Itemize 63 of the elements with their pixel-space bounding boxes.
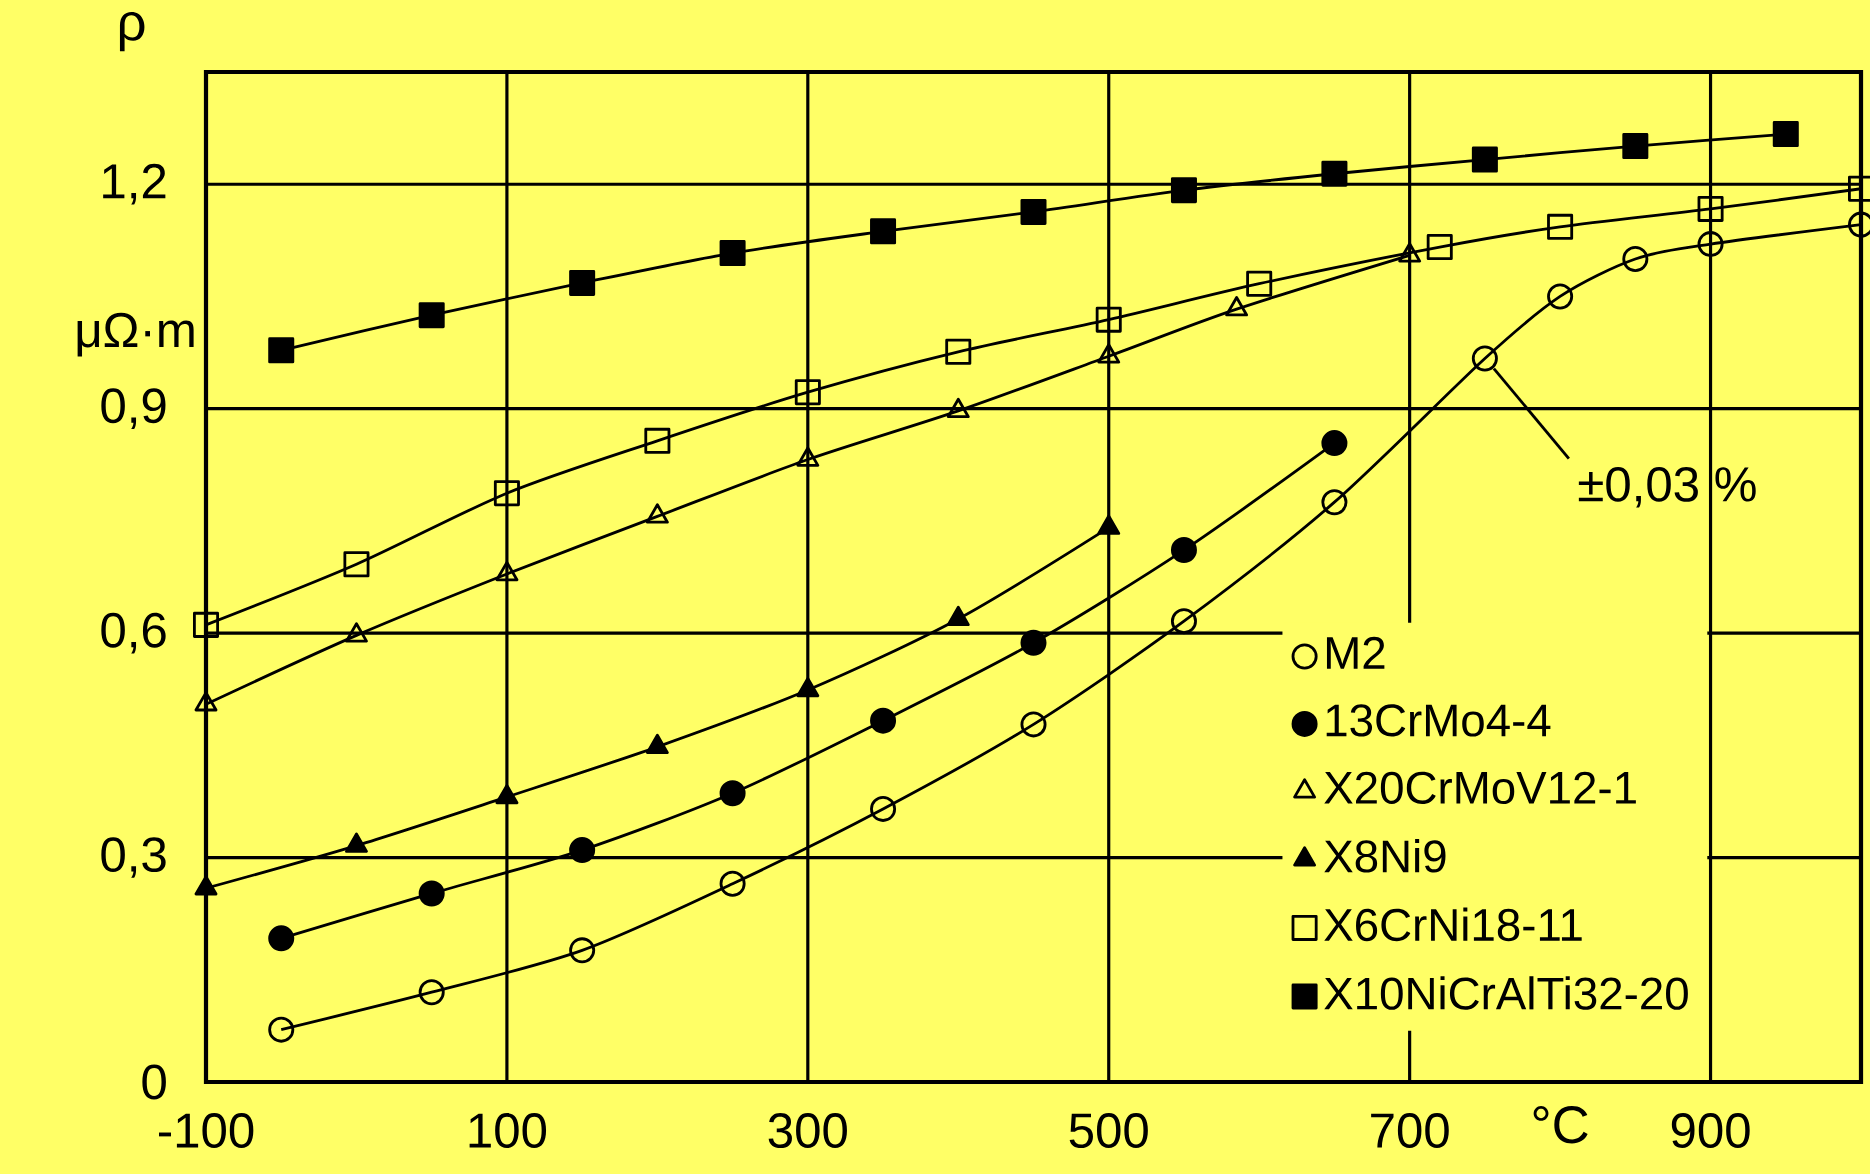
point (1020, 198, 1047, 225)
point (870, 707, 897, 734)
x-tick-label: 100 (469, 1113, 547, 1149)
legend-label: X8Ni9 (1324, 839, 1446, 873)
point (418, 880, 445, 907)
point (644, 427, 671, 454)
point (418, 302, 445, 329)
y-tick-label: 0,9 (101, 388, 166, 429)
x-tick-label: 900 (1671, 1113, 1750, 1149)
point (870, 218, 897, 245)
point (493, 480, 520, 507)
point (1246, 270, 1273, 297)
point (719, 780, 746, 807)
point (1697, 195, 1724, 222)
point (794, 379, 821, 406)
point (1426, 234, 1453, 261)
point (1772, 121, 1799, 148)
legend-label: X6CrNi18-11 (1324, 907, 1582, 942)
y-tick-label: 0,3 (101, 837, 166, 878)
point (1622, 246, 1649, 273)
point (1321, 430, 1348, 457)
x-tick-label: 700 (1371, 1113, 1449, 1149)
point (1321, 489, 1348, 516)
point (418, 979, 445, 1006)
y-tick-label: 0,6 (101, 612, 166, 654)
point (268, 925, 295, 952)
point (1471, 146, 1498, 173)
point (1020, 629, 1047, 656)
legend-label: 13CrMo4-4 (1326, 704, 1551, 737)
x-tick-label: 500 (1069, 1113, 1148, 1149)
point (719, 240, 746, 267)
point (1547, 283, 1574, 310)
text: μΩ·m (77, 312, 194, 357)
legend-label: X10NiCrAlTi32-20 (1324, 976, 1688, 1010)
y-tick-label: 0 (142, 1064, 166, 1100)
point (1697, 231, 1724, 258)
point (1321, 160, 1348, 187)
point (1547, 213, 1574, 240)
annotation: ±0,03 % (1578, 466, 1756, 508)
point (1170, 177, 1197, 204)
point (1170, 537, 1197, 564)
y-tick-label: 1,2 (103, 163, 166, 205)
y-axis-title: ρ (119, 11, 145, 52)
point (870, 795, 897, 822)
x-tick-label: 300 (768, 1113, 847, 1149)
x-tick-label: -100 (158, 1113, 254, 1149)
point (1020, 711, 1047, 738)
point (268, 1016, 295, 1043)
point (268, 337, 295, 364)
point (569, 937, 596, 964)
point (945, 338, 972, 365)
point (1471, 345, 1498, 372)
point (192, 611, 220, 638)
legend-label: M2 (1326, 636, 1385, 669)
point (569, 269, 596, 296)
point (719, 870, 746, 897)
point (1095, 306, 1122, 333)
legend-label: X20CrMoV12-1 (1324, 771, 1636, 804)
point (569, 837, 596, 864)
x-axis-title: °C (1533, 1106, 1588, 1144)
point (343, 551, 370, 578)
point (1622, 133, 1649, 160)
point (1170, 608, 1197, 635)
